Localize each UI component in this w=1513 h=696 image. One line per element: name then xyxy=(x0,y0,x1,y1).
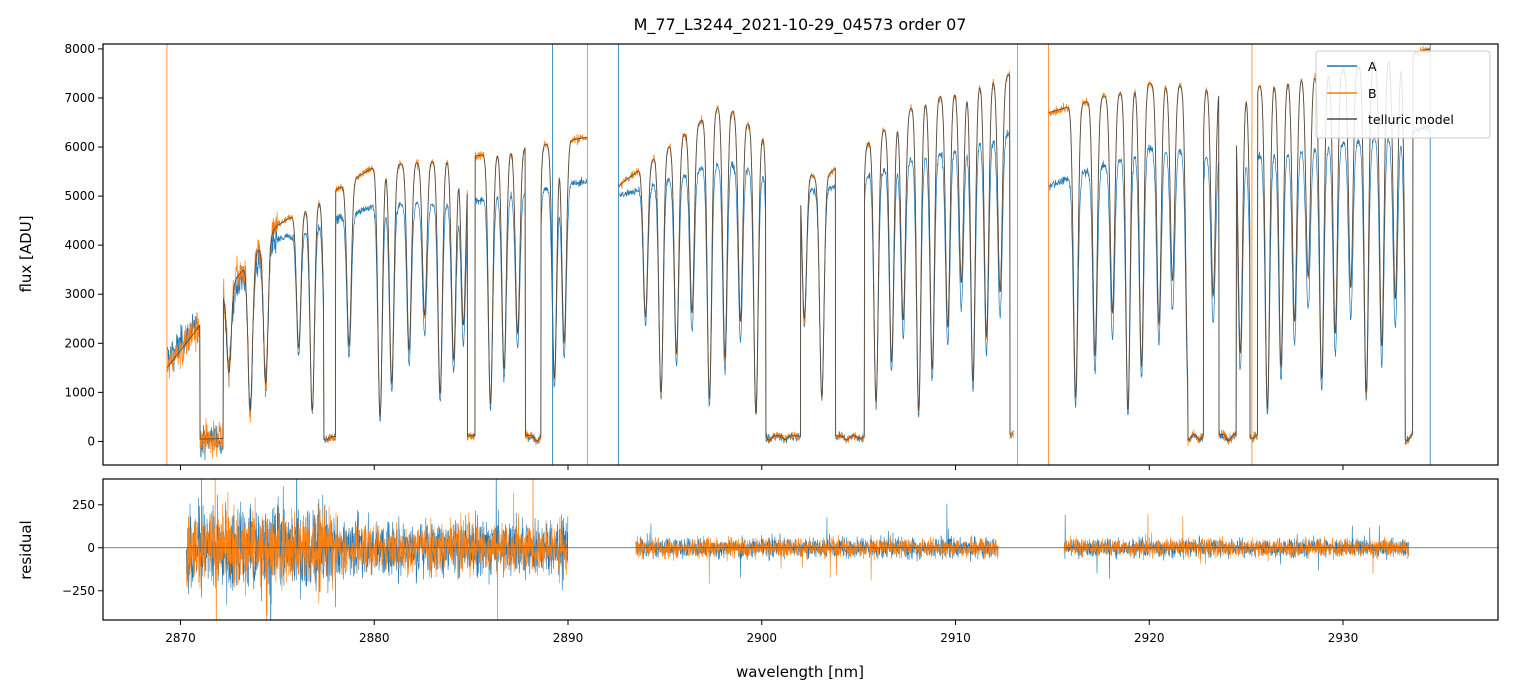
flux-panel: 0 1000 2000 3000 4000 5000 6000 7000 8000 flux [… xyxy=(17,42,1499,470)
x-axis-label: wavelength [nm] xyxy=(736,663,864,681)
flux-panel-frame xyxy=(102,43,1499,466)
residual-x-tick-label-2930: 2930 xyxy=(1328,631,1359,645)
residual-x-tick-label-2880: 2880 xyxy=(359,631,390,645)
flux-y-tick-label-6000: 6000 xyxy=(64,140,95,154)
flux-plot-area xyxy=(166,44,1431,465)
legend-label-b: B xyxy=(1368,86,1377,101)
residual-x-tick-label-2910: 2910 xyxy=(940,631,971,645)
residual-y-tick-label-250: 250 xyxy=(72,498,95,512)
flux-x-ticks xyxy=(180,465,1344,470)
legend-label-a: A xyxy=(1368,59,1377,74)
flux-y-tick-label-0: 0 xyxy=(87,434,95,448)
residual-x-tick-label-2920: 2920 xyxy=(1134,631,1165,645)
telluric-model-segment-3 xyxy=(1048,48,1431,442)
flux-y-tick-label-1000: 1000 xyxy=(64,385,95,399)
series-a-flux-segment-2 xyxy=(618,129,1014,444)
residual-x-tick-label-2900: 2900 xyxy=(746,631,777,645)
flux-y-tick-label-3000: 3000 xyxy=(64,287,95,301)
chart-title: M_77_L3244_2021-10-29_04573 order 07 xyxy=(634,15,967,35)
residual-x-tick-label-2870: 2870 xyxy=(165,631,196,645)
flux-y-ticks: 0 1000 2000 3000 4000 5000 6000 7000 8000 xyxy=(64,42,103,448)
residual-plot-area xyxy=(103,479,1498,620)
residual-y-axis-label: residual xyxy=(17,520,35,579)
residual-x-ticks: 2870 2880 2890 2900 2910 2920 2930 xyxy=(165,620,1358,645)
legend-label-telluric: telluric model xyxy=(1368,112,1454,127)
series-b-residual-segment-2 xyxy=(635,533,999,584)
flux-y-tick-label-7000: 7000 xyxy=(64,91,95,105)
residual-x-tick-label-2890: 2890 xyxy=(553,631,584,645)
flux-y-tick-label-8000: 8000 xyxy=(64,42,95,56)
telluric-model-segment-2 xyxy=(618,74,1014,441)
residual-panel-frame xyxy=(102,478,1499,621)
residual-y-tick-label--250: −250 xyxy=(62,584,95,598)
residual-panel: −250 0 250 2870 2880 2890 2900 2910 2920 2930 re… xyxy=(17,478,1499,681)
legend-frame xyxy=(1315,50,1491,139)
series-b-residual-segment-1 xyxy=(186,479,569,620)
flux-y-tick-label-2000: 2000 xyxy=(64,336,95,350)
flux-y-tick-label-5000: 5000 xyxy=(64,189,95,203)
residual-y-tick-label-0: 0 xyxy=(87,541,95,555)
telluric-model-segment-1 xyxy=(166,136,588,442)
flux-y-axis-label: flux [ADU] xyxy=(17,215,35,292)
flux-y-tick-label-4000: 4000 xyxy=(64,238,95,252)
series-a-flux-segment-3 xyxy=(1048,124,1431,445)
residual-y-ticks: −250 0 250 xyxy=(62,498,103,598)
series-a-residual-segment-2 xyxy=(635,503,999,578)
legend: A B telluric model xyxy=(1315,50,1491,139)
